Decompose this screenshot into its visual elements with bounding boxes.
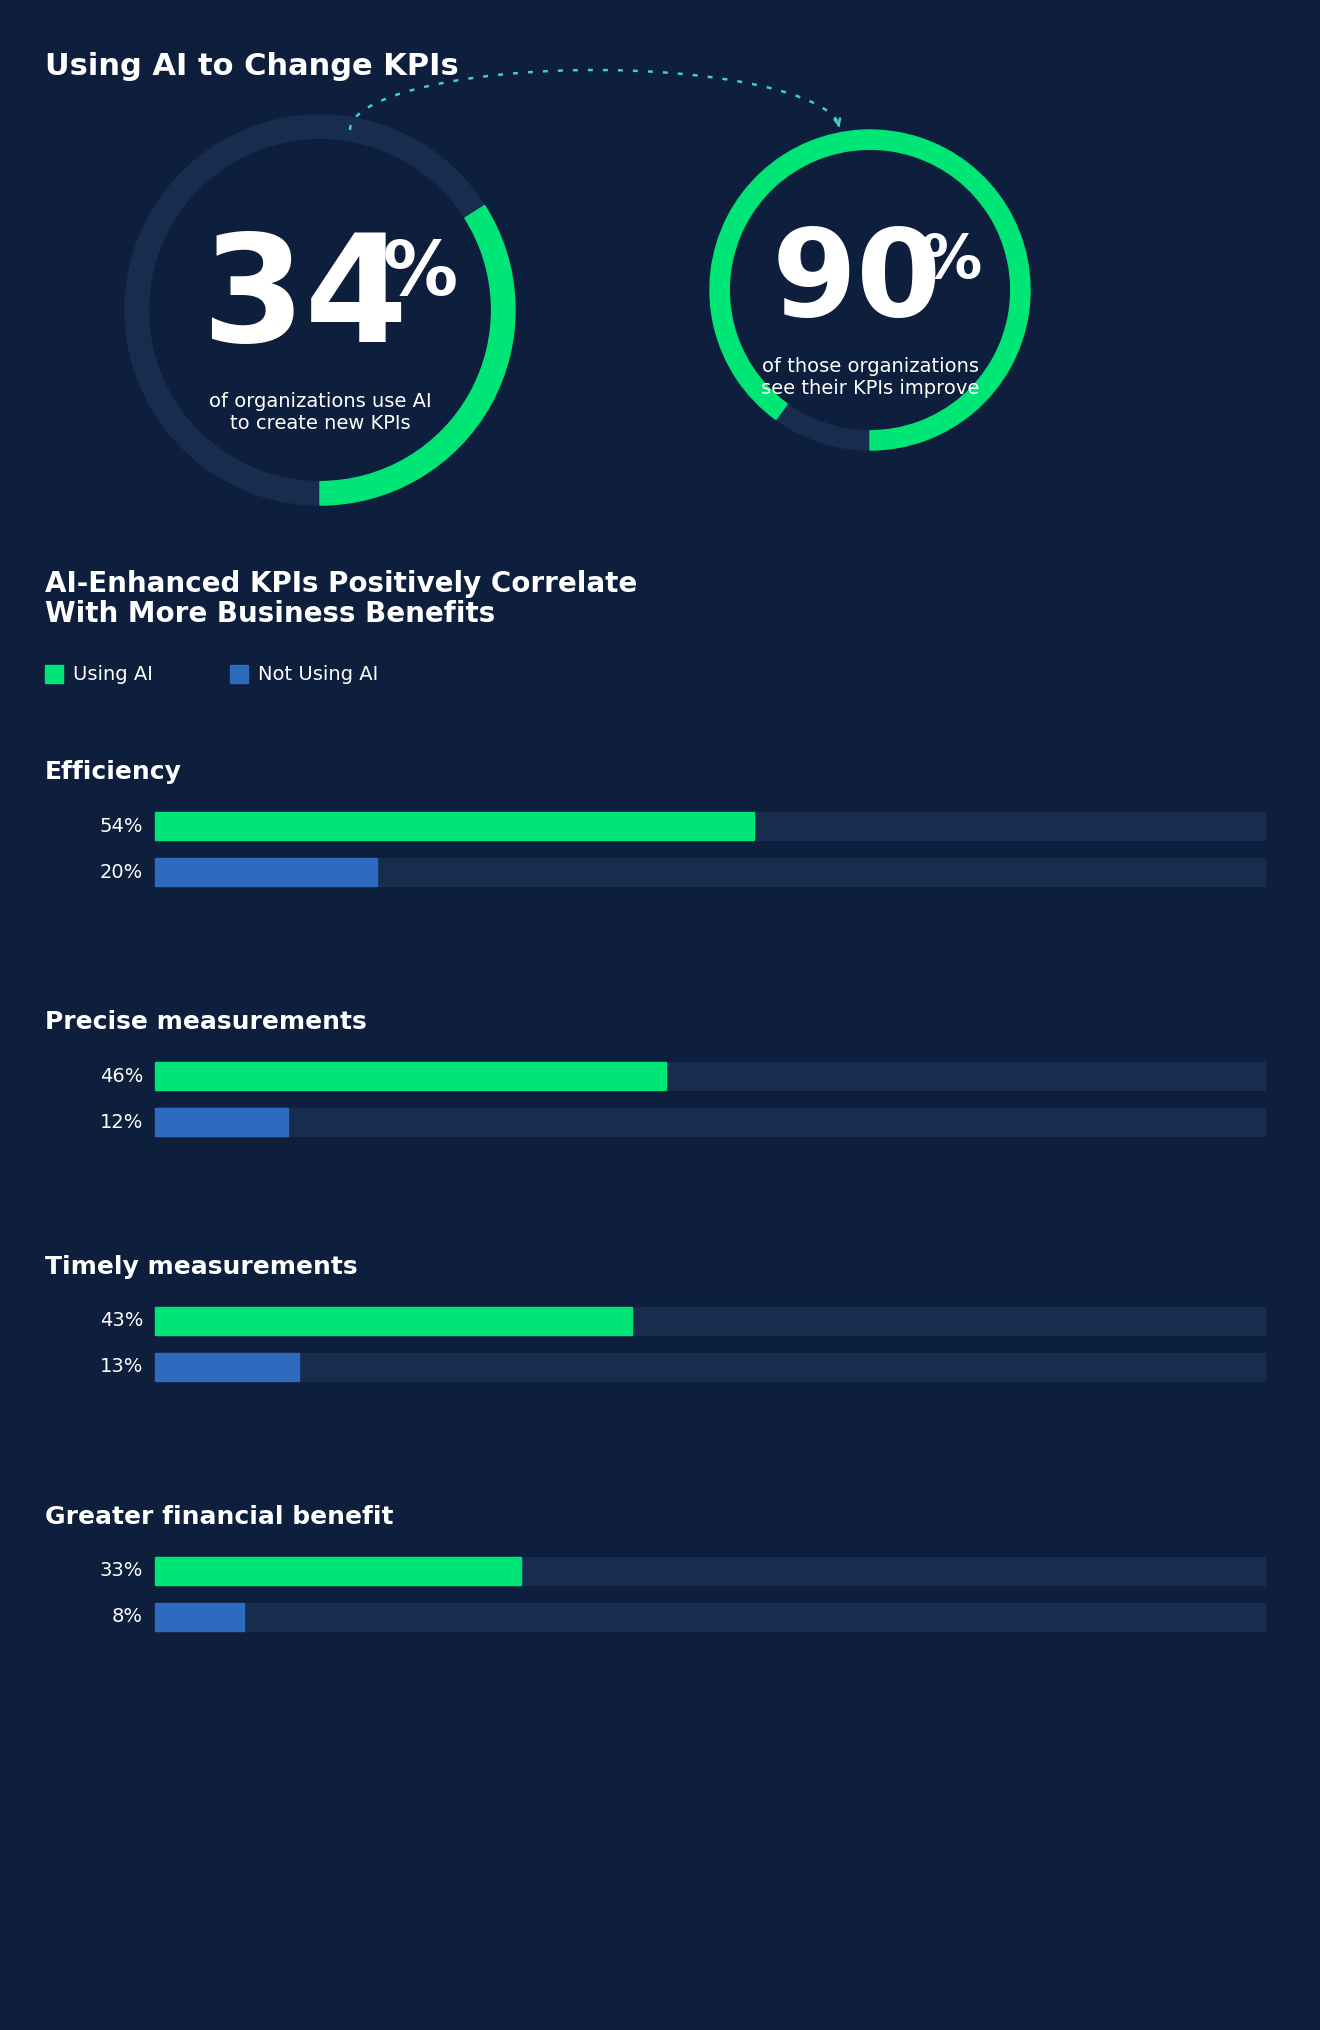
- Text: 12%: 12%: [99, 1112, 143, 1131]
- Bar: [154, 1557, 521, 1585]
- Bar: [154, 859, 1265, 885]
- Wedge shape: [125, 116, 515, 505]
- Text: 34: 34: [201, 227, 408, 374]
- Bar: [154, 1062, 1265, 1090]
- Text: Using AI to Change KPIs: Using AI to Change KPIs: [45, 53, 459, 81]
- Text: Precise measurements: Precise measurements: [45, 1011, 367, 1033]
- Text: AI-Enhanced KPIs Positively Correlate: AI-Enhanced KPIs Positively Correlate: [45, 570, 638, 599]
- Bar: [45, 666, 63, 682]
- Bar: [154, 1354, 1265, 1380]
- Bar: [154, 1354, 300, 1380]
- Text: Greater financial benefit: Greater financial benefit: [45, 1504, 393, 1529]
- Text: 8%: 8%: [112, 1608, 143, 1626]
- Text: 20%: 20%: [100, 863, 143, 881]
- Wedge shape: [319, 205, 515, 505]
- Text: %: %: [921, 231, 982, 290]
- Text: With More Business Benefits: With More Business Benefits: [45, 601, 495, 627]
- Bar: [230, 666, 248, 682]
- Bar: [154, 1108, 288, 1137]
- Text: 43%: 43%: [99, 1311, 143, 1330]
- Text: 54%: 54%: [99, 816, 143, 836]
- Wedge shape: [710, 130, 1030, 451]
- Bar: [154, 1108, 1265, 1137]
- Text: 46%: 46%: [99, 1066, 143, 1086]
- Text: 13%: 13%: [99, 1358, 143, 1376]
- Text: of organizations use AI: of organizations use AI: [209, 392, 432, 410]
- Text: %: %: [383, 238, 458, 311]
- Text: of those organizations: of those organizations: [762, 357, 978, 376]
- Text: Efficiency: Efficiency: [45, 759, 182, 784]
- Bar: [154, 1557, 1265, 1585]
- Bar: [154, 1062, 665, 1090]
- Text: to create new KPIs: to create new KPIs: [230, 414, 411, 432]
- Wedge shape: [710, 130, 1030, 451]
- Bar: [154, 1307, 1265, 1336]
- Bar: [154, 1307, 632, 1336]
- Text: Not Using AI: Not Using AI: [257, 664, 379, 684]
- Bar: [154, 812, 755, 840]
- Text: 33%: 33%: [99, 1561, 143, 1581]
- Bar: [154, 859, 378, 885]
- Text: 90: 90: [772, 223, 942, 341]
- Text: Using AI: Using AI: [73, 664, 153, 684]
- Bar: [154, 1604, 1265, 1630]
- Text: see their KPIs improve: see their KPIs improve: [760, 380, 979, 398]
- Bar: [154, 1604, 244, 1630]
- Bar: [154, 812, 1265, 840]
- Text: Timely measurements: Timely measurements: [45, 1255, 358, 1279]
